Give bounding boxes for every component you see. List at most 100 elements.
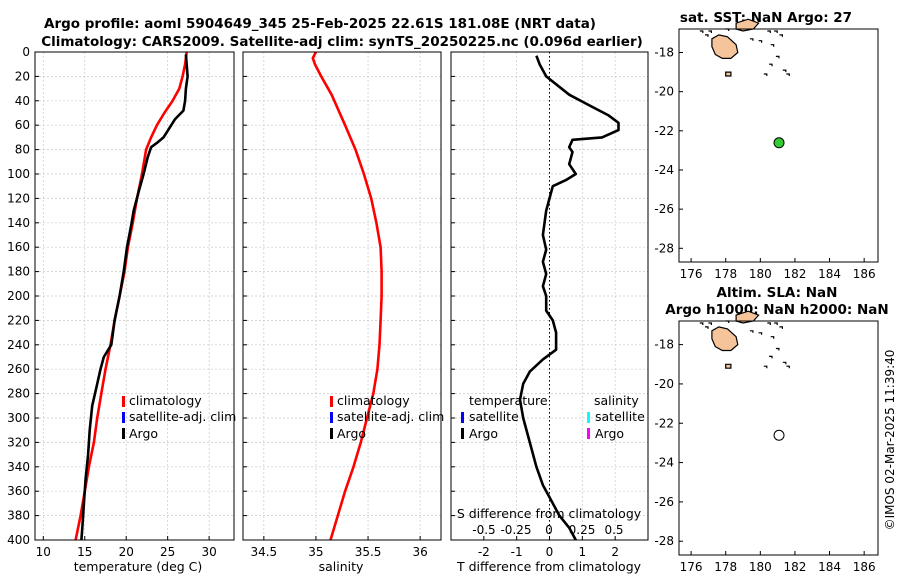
y-tick-label: 160 bbox=[7, 240, 30, 254]
legend-label-argo: Argo bbox=[129, 426, 158, 441]
y-tick-label: 200 bbox=[7, 289, 30, 303]
latitude-tick-label: -24 bbox=[654, 163, 674, 177]
legend-label-argo: Argo bbox=[337, 426, 366, 441]
land-outline bbox=[711, 34, 739, 59]
x-tick-label: 35.5 bbox=[355, 545, 382, 559]
island-mark bbox=[779, 326, 783, 329]
island-mark bbox=[782, 361, 787, 365]
legend-swatch-t-argo bbox=[461, 428, 464, 439]
salinity-panel: 34.5 35 35.5 36 bbox=[242, 51, 442, 559]
map-frame bbox=[678, 28, 879, 263]
latitude-tick-label: -20 bbox=[654, 377, 674, 391]
map-frame bbox=[678, 320, 879, 556]
argo-position-marker bbox=[773, 137, 785, 149]
y-tick-label: 140 bbox=[7, 216, 30, 230]
island-mark bbox=[767, 30, 771, 33]
salinity-xlabel: salinity bbox=[319, 559, 364, 574]
legend-swatch-climatology bbox=[122, 396, 125, 407]
legend-label-t-satellite: satellite bbox=[469, 409, 519, 424]
sla-map-title-line-2: Argo h1000: NaN h2000: NaN bbox=[665, 302, 888, 318]
temperature-xlabel: temperature (deg C) bbox=[74, 559, 203, 574]
latitude-tick-label: -22 bbox=[654, 124, 674, 138]
s-tick: 0.5 bbox=[604, 523, 623, 537]
series-line-argo bbox=[518, 55, 620, 541]
legend-label-t-argo: Argo bbox=[469, 426, 498, 441]
s-tick: -0.25 bbox=[500, 523, 531, 537]
s-tick: -0.5 bbox=[472, 523, 495, 537]
legend-heading-salinity: salinity bbox=[594, 393, 639, 408]
longitude-tick-label: 186 bbox=[853, 560, 876, 574]
y-tick-label: 80 bbox=[15, 143, 30, 157]
island-mark bbox=[786, 73, 790, 76]
y-tick-label: 100 bbox=[7, 167, 30, 181]
island-mark bbox=[758, 40, 763, 43]
sla-map: 176 178 180 182 184 186 -18 -20 -22 -24 -26 -28 bbox=[654, 310, 879, 574]
y-tick-label: 60 bbox=[15, 118, 30, 132]
longitude-tick-label: 182 bbox=[783, 267, 806, 281]
legend-swatch-s-satellite bbox=[587, 412, 590, 423]
s-tick: 0.25 bbox=[569, 523, 596, 537]
y-tick-label: 300 bbox=[7, 411, 30, 425]
latitude-tick-label: -24 bbox=[654, 456, 674, 470]
t-difference-xlabel: T difference from climatology bbox=[456, 559, 642, 574]
land-outline bbox=[725, 363, 732, 369]
y-tick-label: 20 bbox=[15, 69, 30, 83]
y-tick-label: 180 bbox=[7, 265, 30, 279]
series-line-climatology bbox=[311, 51, 383, 541]
land-outline bbox=[711, 326, 739, 352]
island-mark bbox=[775, 347, 780, 351]
x-tick-label: -1 bbox=[511, 545, 523, 559]
y-tick-label: 260 bbox=[7, 362, 30, 376]
legend-label-s-satellite: satellite bbox=[595, 409, 645, 424]
legend-swatch-satellite bbox=[122, 412, 125, 423]
longitude-tick-label: 176 bbox=[680, 560, 703, 574]
island-mark bbox=[699, 30, 704, 33]
island-mark bbox=[705, 34, 709, 37]
legend-swatch-climatology bbox=[330, 396, 333, 407]
s-difference-label: S difference from climatology bbox=[457, 506, 642, 521]
island-mark bbox=[779, 34, 783, 37]
island-mark bbox=[708, 30, 712, 33]
longitude-tick-label: 186 bbox=[853, 267, 876, 281]
island-mark bbox=[769, 63, 773, 67]
x-tick-label: 10 bbox=[36, 545, 51, 559]
island-mark bbox=[782, 69, 787, 73]
island-mark bbox=[758, 332, 763, 335]
s-tick: 0 bbox=[545, 523, 553, 537]
island-mark bbox=[699, 322, 704, 325]
y-tick-label: 0 bbox=[22, 45, 30, 59]
argo-position-marker bbox=[773, 429, 785, 441]
x-tick-label: 36 bbox=[413, 545, 428, 559]
latitude-tick-label: -26 bbox=[654, 202, 674, 216]
y-tick-label: 320 bbox=[7, 435, 30, 449]
sst-map-title: sat. SST: NaN Argo: 27 bbox=[680, 10, 852, 26]
island-mark bbox=[708, 322, 712, 325]
island-mark bbox=[705, 326, 709, 329]
legend-swatch-argo bbox=[122, 428, 125, 439]
figure-title-line-1: Argo profile: aoml 5904649_345 25-Feb-20… bbox=[44, 16, 596, 32]
longitude-tick-label: 180 bbox=[749, 267, 772, 281]
y-tick-label: 360 bbox=[7, 484, 30, 498]
island-mark bbox=[770, 44, 775, 47]
legend-label-climatology: climatology bbox=[337, 393, 410, 408]
legend-label-s-argo: Argo bbox=[595, 426, 624, 441]
legend-heading-temperature: temperature bbox=[469, 393, 548, 408]
y-tick-label: 280 bbox=[7, 387, 30, 401]
latitude-tick-label: -18 bbox=[654, 45, 674, 59]
latitude-tick-label: -28 bbox=[654, 241, 674, 255]
legend-label-satellite: satellite-adj. clim bbox=[129, 409, 236, 424]
latitude-tick-label: -26 bbox=[654, 495, 674, 509]
island-mark bbox=[774, 322, 778, 325]
island-mark bbox=[749, 38, 754, 41]
legend-swatch-argo bbox=[330, 428, 333, 439]
longitude-tick-label: 184 bbox=[818, 560, 841, 574]
figure-title-line-2: Climatology: CARS2009. Satellite-adj cli… bbox=[41, 34, 643, 50]
legend-swatch-satellite bbox=[330, 412, 333, 423]
island-mark bbox=[767, 322, 771, 325]
longitude-tick-label: 178 bbox=[714, 267, 737, 281]
temperature-legend: climatology satellite-adj. clim Argo bbox=[122, 393, 236, 441]
y-tick-label: 120 bbox=[7, 191, 30, 205]
x-tick-label: 0 bbox=[546, 545, 554, 559]
land-outline bbox=[725, 71, 732, 77]
island-mark bbox=[770, 336, 775, 339]
